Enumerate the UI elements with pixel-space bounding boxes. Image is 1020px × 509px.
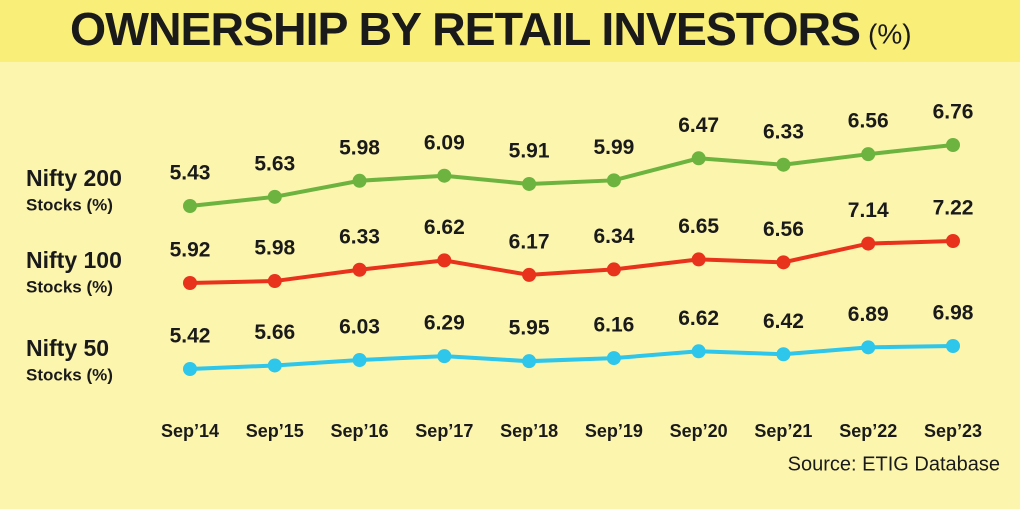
value-label: 6.17 xyxy=(509,230,550,253)
x-tick-label: Sep’19 xyxy=(585,421,643,441)
point xyxy=(437,168,452,183)
value-label: 6.03 xyxy=(339,316,380,339)
point xyxy=(352,173,367,188)
point xyxy=(183,362,197,376)
value-label: 6.56 xyxy=(848,110,889,133)
point xyxy=(437,253,452,268)
point xyxy=(352,353,367,368)
value-label: 6.76 xyxy=(933,101,974,124)
value-label: 5.92 xyxy=(170,239,211,262)
value-label: 6.65 xyxy=(678,215,719,238)
x-tick-label: Sep’18 xyxy=(500,421,558,441)
chart-title: OWNERSHIP BY RETAIL INVESTORS xyxy=(70,3,860,55)
value-label: 5.91 xyxy=(509,140,550,163)
value-label: 5.98 xyxy=(339,136,380,159)
point xyxy=(606,351,621,366)
value-label: 7.22 xyxy=(933,197,974,220)
point xyxy=(352,262,367,277)
point xyxy=(946,234,960,248)
point xyxy=(946,138,960,152)
value-label: 5.42 xyxy=(170,325,211,348)
point xyxy=(861,236,876,251)
value-label: 5.98 xyxy=(254,237,295,260)
value-label: 6.98 xyxy=(933,302,974,325)
series-name: Nifty 200 xyxy=(26,165,122,191)
value-label: 6.56 xyxy=(763,218,804,241)
point xyxy=(861,340,876,355)
value-label: 6.29 xyxy=(424,312,465,335)
value-label: 7.14 xyxy=(848,199,889,222)
point xyxy=(522,354,537,369)
header-band xyxy=(0,0,1020,62)
x-tick-label: Sep’17 xyxy=(415,421,473,441)
value-label: 5.63 xyxy=(254,152,295,175)
value-label: 5.95 xyxy=(509,317,550,340)
point xyxy=(691,252,706,267)
point xyxy=(691,151,706,166)
x-tick-label: Sep’22 xyxy=(839,421,897,441)
point xyxy=(267,274,282,289)
point xyxy=(183,276,197,290)
point xyxy=(522,267,537,282)
series-line xyxy=(189,239,954,285)
value-label: 6.47 xyxy=(678,114,719,137)
series-unit: Stocks (%) xyxy=(26,277,113,296)
point xyxy=(776,347,791,362)
point xyxy=(606,173,621,188)
value-label: 5.43 xyxy=(170,162,211,185)
series-line xyxy=(189,344,954,371)
x-tick-label: Sep’16 xyxy=(331,421,389,441)
point xyxy=(522,176,537,191)
point xyxy=(183,199,197,213)
series-name: Nifty 100 xyxy=(26,247,122,273)
value-label: 6.42 xyxy=(763,310,804,333)
series-name: Nifty 50 xyxy=(26,335,109,361)
x-tick-label: Sep’20 xyxy=(670,421,728,441)
value-label: 5.66 xyxy=(254,321,295,344)
x-tick-label: Sep’14 xyxy=(161,421,219,441)
title-unit: (%) xyxy=(868,18,912,49)
value-label: 6.33 xyxy=(339,225,380,248)
x-tick-label: Sep’15 xyxy=(246,421,304,441)
series-line xyxy=(189,143,954,208)
value-label: 6.62 xyxy=(424,216,465,239)
point xyxy=(776,255,791,270)
value-label: 6.34 xyxy=(593,225,634,248)
x-tick-label: Sep’23 xyxy=(924,421,982,441)
point xyxy=(606,262,621,277)
point xyxy=(267,189,282,204)
point xyxy=(861,147,876,162)
value-label: 6.09 xyxy=(424,131,465,154)
point xyxy=(946,339,960,353)
value-label: 6.16 xyxy=(593,314,634,337)
point xyxy=(776,157,791,172)
value-label: 6.62 xyxy=(678,307,719,330)
value-label: 5.99 xyxy=(593,136,634,159)
series-unit: Stocks (%) xyxy=(26,365,113,384)
value-label: 6.33 xyxy=(763,120,804,143)
series-unit: Stocks (%) xyxy=(26,195,113,214)
point xyxy=(267,358,282,373)
point xyxy=(691,344,706,359)
x-tick-label: Sep’21 xyxy=(754,421,812,441)
value-label: 6.89 xyxy=(848,303,889,326)
source: Source: ETIG Database xyxy=(788,453,1000,475)
point xyxy=(437,349,452,364)
